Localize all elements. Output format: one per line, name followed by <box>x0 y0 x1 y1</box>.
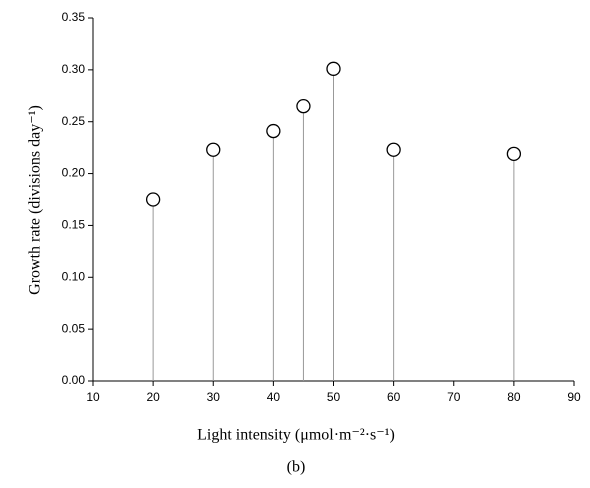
marker <box>326 61 341 76</box>
x-tick-label: 40 <box>267 390 281 404</box>
x-tick-label: 30 <box>207 390 221 404</box>
marker <box>266 123 281 139</box>
x-tick-label: 10 <box>86 390 100 404</box>
x-tick-label: 70 <box>447 390 461 404</box>
marker <box>506 146 522 162</box>
y-tick-label: 0.35 <box>62 10 86 24</box>
y-tick-label: 0.00 <box>62 373 86 387</box>
caption: (b) <box>287 459 306 476</box>
y-tick-label: 0.10 <box>62 269 86 283</box>
x-axis-label: Light intensity (μmol·m⁻²·s⁻¹) <box>197 427 395 444</box>
marker <box>386 142 401 157</box>
marker <box>206 142 221 157</box>
y-axis-label: Growth rate (divisions day⁻¹) <box>27 105 44 295</box>
x-tick-label: 90 <box>567 390 581 404</box>
x-tick-label: 80 <box>507 390 521 404</box>
y-tick-label: 0.15 <box>62 218 86 232</box>
y-tick-label: 0.05 <box>62 321 86 335</box>
x-tick-label: 60 <box>387 390 401 404</box>
y-tick-label: 0.20 <box>62 166 86 180</box>
x-tick-label: 20 <box>146 390 160 404</box>
x-tick-label: 50 <box>327 390 341 404</box>
y-tick-label: 0.30 <box>62 62 86 76</box>
y-tick-label: 0.25 <box>62 114 86 128</box>
marker <box>296 99 311 114</box>
marker <box>145 192 161 207</box>
